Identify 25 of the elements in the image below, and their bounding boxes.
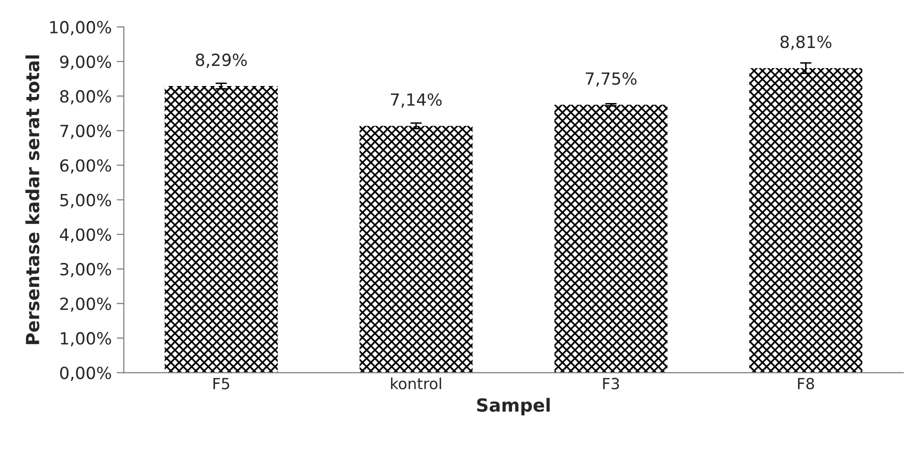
bar [749, 68, 862, 373]
y-tick-label: 1,00% [60, 332, 112, 346]
x-tick-label: F5 [213, 378, 230, 390]
y-tick-label: 9,00% [60, 55, 112, 70]
y-tick-label: 6,00% [60, 159, 112, 174]
x-tick-label: F8 [798, 378, 814, 390]
y-tick-label: 7,00% [60, 124, 112, 139]
bar [164, 86, 278, 373]
y-tick-label: 5,00% [60, 194, 112, 208]
x-tick-label: kontrol [391, 378, 442, 390]
bar [360, 126, 473, 373]
data-label: 8,81% [780, 36, 832, 50]
y-tick-label: 0,00% [60, 366, 112, 381]
bar [554, 104, 668, 373]
x-tick-label: F3 [603, 378, 619, 390]
data-label: 7,14% [390, 93, 442, 108]
y-tick-label: 4,00% [60, 228, 112, 243]
y-tick-label: 10,00% [50, 20, 112, 36]
data-label: 8,29% [196, 54, 247, 68]
data-label: 7,75% [586, 72, 637, 87]
y-tick-label: 3,00% [60, 262, 112, 278]
y-axis-title: Persentase kadar serat total [25, 55, 40, 344]
y-tick-label: 2,00% [60, 297, 112, 312]
y-tick-label: 8,00% [60, 90, 112, 104]
x-axis-title: Sampel [477, 398, 550, 416]
